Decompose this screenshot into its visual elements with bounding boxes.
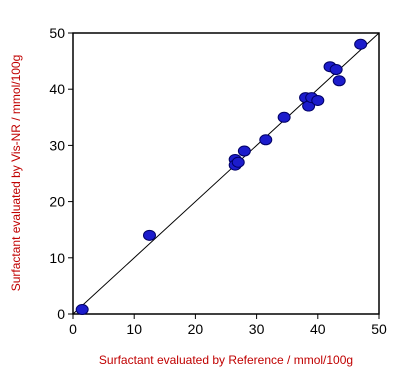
y-axis-title: Surfactant evaluated by Vis-NR / mmol/10…	[9, 55, 23, 292]
x-tick-label: 0	[69, 321, 77, 337]
data-point	[75, 304, 89, 316]
data-point	[329, 64, 343, 76]
data-point	[332, 75, 346, 87]
data-point	[311, 94, 325, 106]
reference-line	[72, 32, 380, 315]
tick-marks	[68, 32, 380, 319]
data-point	[143, 229, 156, 241]
data-point	[237, 145, 251, 157]
data-point	[354, 38, 368, 50]
y-tick-label: 20	[49, 194, 65, 210]
y-tick-label: 30	[49, 137, 65, 153]
data-point	[231, 156, 245, 168]
x-tick-label: 40	[310, 321, 326, 337]
x-axis-title: Surfactant evaluated by Reference / mmol…	[99, 353, 353, 367]
x-tick-label: 30	[249, 321, 265, 337]
data-points	[75, 38, 368, 316]
data-point	[259, 134, 273, 146]
y-tick-label: 40	[49, 81, 65, 97]
x-tick-label: 10	[126, 321, 142, 337]
x-tick-label: 20	[188, 321, 204, 337]
x-tick-label: 50	[371, 321, 387, 337]
y-tick-label: 50	[49, 25, 65, 41]
tick-labels: 0 10 20 30 40 50 0 10 20 30 40 50	[49, 25, 387, 337]
plot-frame	[72, 32, 380, 315]
data-point	[277, 111, 291, 123]
y-tick-label: 10	[49, 250, 65, 266]
y-tick-label: 0	[57, 306, 65, 322]
